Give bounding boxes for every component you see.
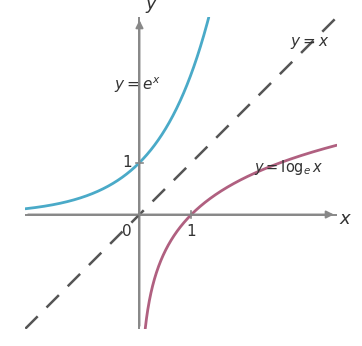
- Text: $y = \log_e x$: $y = \log_e x$: [254, 158, 324, 177]
- Text: $x$: $x$: [339, 210, 353, 228]
- Text: 1: 1: [186, 224, 196, 239]
- Text: 1: 1: [122, 155, 132, 170]
- Text: $y$: $y$: [145, 0, 158, 15]
- Text: $y = x$: $y = x$: [290, 36, 329, 52]
- Text: 0: 0: [122, 224, 132, 239]
- Text: $y = e^x$: $y = e^x$: [114, 75, 160, 94]
